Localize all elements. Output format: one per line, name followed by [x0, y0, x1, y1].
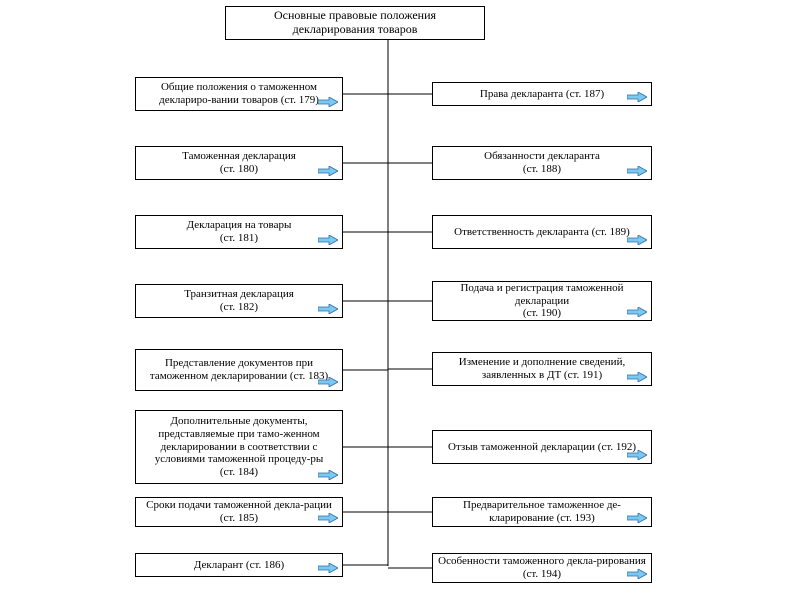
arrow-icon	[318, 513, 338, 523]
arrow-icon	[627, 92, 647, 102]
arrow-icon	[318, 304, 338, 314]
node-l1: Общие положения о таможенном деклариро-в…	[135, 77, 343, 111]
node-r8: Особенности таможенного декла-рирования …	[432, 553, 652, 583]
node-label: Изменение и дополнение сведений, заявлен…	[437, 356, 647, 381]
node-label: Декларация на товары(ст. 181)	[140, 219, 338, 244]
node-r2: Обязанности декларанта(ст. 188)	[432, 146, 652, 180]
node-l2: Таможенная декларация(ст. 180)	[135, 146, 343, 180]
node-label: Дополнительные документы, представляемые…	[140, 415, 338, 478]
node-r3: Ответственность декларанта (ст. 189)	[432, 215, 652, 249]
node-r7: Предварительное таможенное де-кларирован…	[432, 497, 652, 527]
arrow-icon	[627, 513, 647, 523]
node-label: Отзыв таможенной декларации (ст. 192)	[437, 441, 647, 454]
node-label: Основные правовые положениядекларировани…	[230, 9, 480, 37]
node-label: Предварительное таможенное де-кларирован…	[437, 499, 647, 524]
arrow-icon	[627, 569, 647, 579]
node-label: Права декларанта (ст. 187)	[437, 88, 647, 101]
node-label: Общие положения о таможенном деклариро-в…	[140, 81, 338, 106]
node-l8: Декларант (ст. 186)	[135, 553, 343, 577]
arrow-icon	[318, 235, 338, 245]
node-label: Декларант (ст. 186)	[140, 559, 338, 572]
node-label: Ответственность декларанта (ст. 189)	[437, 226, 647, 239]
node-l3: Декларация на товары(ст. 181)	[135, 215, 343, 249]
node-label: Подача и регистрация таможенной декларац…	[437, 282, 647, 320]
arrow-icon	[627, 166, 647, 176]
arrow-icon	[627, 372, 647, 382]
arrow-icon	[627, 235, 647, 245]
diagram-canvas: Основные правовые положениядекларировани…	[0, 0, 800, 600]
node-r4: Подача и регистрация таможенной декларац…	[432, 281, 652, 321]
node-r1: Права декларанта (ст. 187)	[432, 82, 652, 106]
connector-lines	[0, 0, 800, 600]
arrow-icon	[318, 377, 338, 387]
node-label: Обязанности декларанта(ст. 188)	[437, 150, 647, 175]
node-r5: Изменение и дополнение сведений, заявлен…	[432, 352, 652, 386]
arrow-icon	[627, 307, 647, 317]
arrow-icon	[318, 97, 338, 107]
node-l5: Представление документов при таможенном …	[135, 349, 343, 391]
node-label: Таможенная декларация(ст. 180)	[140, 150, 338, 175]
node-l6: Дополнительные документы, представляемые…	[135, 410, 343, 484]
arrow-icon	[318, 470, 338, 480]
node-label: Сроки подачи таможенной декла-рации (ст.…	[140, 499, 338, 524]
arrow-icon	[318, 563, 338, 573]
node-l7: Сроки подачи таможенной декла-рации (ст.…	[135, 497, 343, 527]
node-r6: Отзыв таможенной декларации (ст. 192)	[432, 430, 652, 464]
arrow-icon	[318, 166, 338, 176]
node-label: Представление документов при таможенном …	[140, 357, 338, 382]
node-header: Основные правовые положениядекларировани…	[225, 6, 485, 40]
node-label: Особенности таможенного декла-рирования …	[437, 555, 647, 580]
arrow-icon	[627, 450, 647, 460]
node-label: Транзитная декларация(ст. 182)	[140, 288, 338, 313]
node-l4: Транзитная декларация(ст. 182)	[135, 284, 343, 318]
